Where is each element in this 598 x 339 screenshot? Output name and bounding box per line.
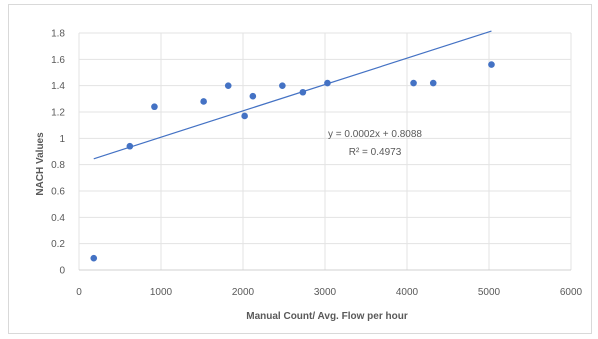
y-tick-label: 1.2 bbox=[51, 108, 65, 119]
data-point bbox=[200, 98, 207, 105]
x-tick-label: 4000 bbox=[396, 287, 419, 298]
x-tick-label: 1000 bbox=[150, 287, 173, 298]
y-tick-label: 1 bbox=[59, 134, 65, 145]
gridlines bbox=[78, 32, 572, 270]
scatter-chart: 0 0.2 0.4 0.6 0.8 1 1.2 1.4 1.6 1.8 0 1000 2000 3000 4… bbox=[35, 29, 583, 323]
data-point bbox=[429, 79, 437, 87]
r-squared-label: R² = 0.4973 bbox=[349, 147, 402, 158]
data-points bbox=[90, 61, 495, 262]
x-axis-title: Manual Count/ Avg. Flow per hour bbox=[246, 311, 408, 322]
trendline-layer bbox=[93, 30, 492, 160]
x-tick-label: 3000 bbox=[314, 287, 337, 298]
chart-area: 0 0.2 0.4 0.6 0.8 1 1.2 1.4 1.6 1.8 0 1000 2000 3000 4… bbox=[8, 4, 592, 334]
x-tick-label: 6000 bbox=[560, 287, 583, 298]
y-tick-label: 0.2 bbox=[51, 239, 65, 250]
linear-trendline bbox=[93, 30, 492, 160]
y-tick-label: 0 bbox=[59, 266, 65, 277]
data-point bbox=[324, 79, 331, 87]
data-point bbox=[90, 254, 98, 262]
y-tick-label: 1.8 bbox=[51, 29, 65, 40]
data-point bbox=[126, 142, 134, 150]
x-tick-label: 5000 bbox=[478, 287, 501, 298]
tick-labels: 0 0.2 0.4 0.6 0.8 1 1.2 1.4 1.6 1.8 0 1000 2000 3000 4… bbox=[51, 29, 582, 299]
y-tick-label: 1.4 bbox=[51, 81, 65, 92]
x-tick-label: 2000 bbox=[232, 287, 255, 298]
data-point bbox=[279, 82, 286, 89]
data-point bbox=[241, 112, 248, 120]
y-tick-label: 0.8 bbox=[51, 160, 65, 171]
trendline-equation: y = 0.0002x + 0.8088 bbox=[328, 129, 422, 140]
y-tick-label: 0.4 bbox=[51, 213, 65, 224]
data-point bbox=[224, 82, 232, 89]
y-tick-label: 0.6 bbox=[51, 187, 65, 198]
x-tick-label: 0 bbox=[76, 287, 82, 298]
y-axis-title: NACH Values bbox=[35, 132, 46, 196]
data-point bbox=[488, 61, 495, 68]
y-tick-label: 1.6 bbox=[51, 55, 65, 66]
data-point bbox=[299, 88, 307, 96]
data-point bbox=[249, 92, 257, 100]
data-point bbox=[410, 79, 417, 87]
data-point bbox=[151, 103, 158, 111]
